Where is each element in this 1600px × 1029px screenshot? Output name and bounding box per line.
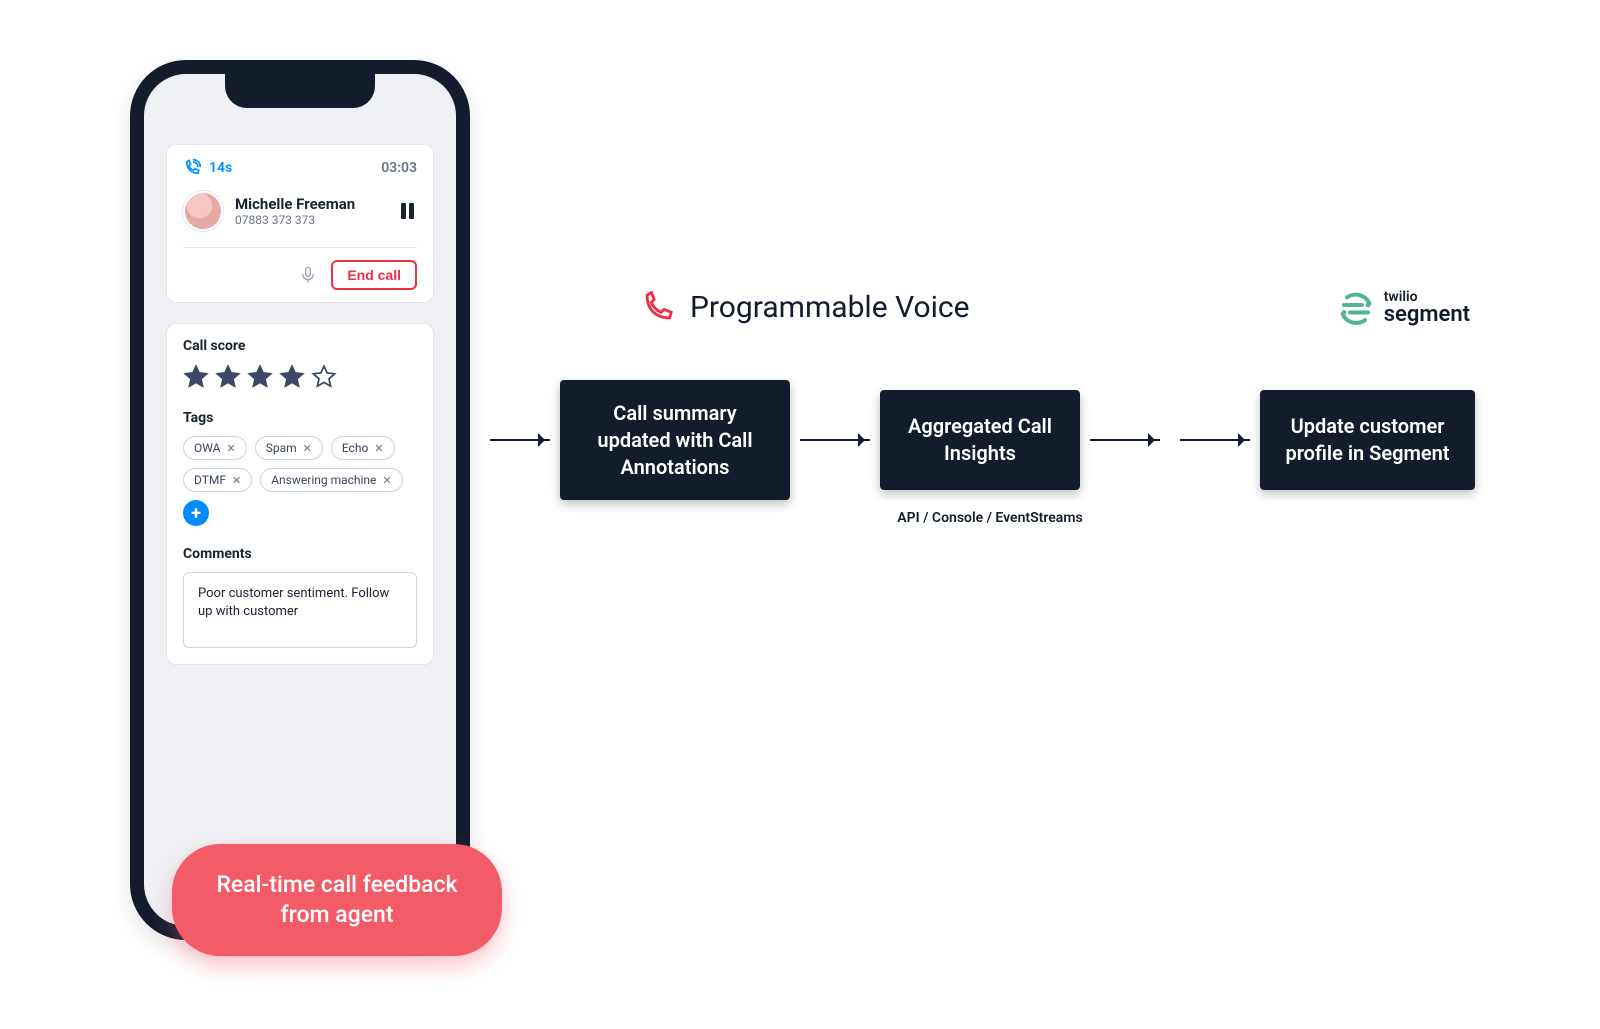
- phone-ringing-icon: [183, 159, 201, 177]
- twilio-segment-label: twilio segment: [1338, 290, 1470, 326]
- tag-label: Echo: [342, 441, 368, 455]
- comments-title: Comments: [183, 546, 417, 562]
- tag-chip[interactable]: Answering machine ✕: [260, 468, 402, 492]
- pause-icon[interactable]: [401, 203, 417, 219]
- caller-number: 07883 373 373: [235, 213, 355, 227]
- tags-row: OWA ✕ Spam ✕ Echo ✕ DTMF ✕ Answering machine ✕ +: [183, 436, 417, 526]
- call-duration: 14s: [209, 160, 232, 176]
- flow-box-aggregated-insights: Aggregated Call Insights: [880, 390, 1080, 490]
- star-filled-icon[interactable]: [215, 364, 241, 390]
- flow-arrow: [1180, 439, 1250, 441]
- flow-box-call-summary: Call summary updated with Call Annotatio…: [560, 380, 790, 500]
- tag-chip[interactable]: Echo ✕: [331, 436, 395, 460]
- tag-chip[interactable]: DTMF ✕: [183, 468, 252, 492]
- caller-avatar: [183, 191, 223, 231]
- tag-chip[interactable]: OWA ✕: [183, 436, 247, 460]
- tag-label: Spam: [266, 441, 297, 455]
- active-call-card: 14s 03:03 Michelle Freeman 07883 373 373: [166, 144, 434, 303]
- caller-name: Michelle Freeman: [235, 195, 355, 213]
- phone-mock: 14s 03:03 Michelle Freeman 07883 373 373: [130, 60, 470, 940]
- programmable-voice-label: Programmable Voice: [640, 290, 970, 325]
- flow-arrow: [490, 439, 550, 441]
- end-call-button[interactable]: End call: [331, 260, 417, 290]
- tags-title: Tags: [183, 410, 417, 426]
- tag-label: DTMF: [194, 473, 226, 487]
- star-empty-icon[interactable]: [311, 364, 337, 390]
- programmable-voice-text: Programmable Voice: [690, 290, 970, 325]
- call-score-card: Call score Tags OWA✕Spam✕Echo✕DTMF✕Answe…: [166, 323, 434, 665]
- tag-chip[interactable]: Spam ✕: [255, 436, 323, 460]
- phone-notch: [225, 72, 375, 108]
- flow-arrow: [1090, 439, 1160, 441]
- phone-icon: [640, 291, 674, 325]
- star-filled-icon[interactable]: [183, 364, 209, 390]
- comments-input[interactable]: Poor customer sentiment. Follow up with …: [183, 572, 417, 648]
- flow-arrow: [800, 439, 870, 441]
- tag-remove-icon[interactable]: ✕: [374, 442, 383, 455]
- add-tag-button[interactable]: +: [183, 500, 209, 526]
- call-score-title: Call score: [183, 338, 417, 354]
- flow-sublabel: API / Console / EventStreams: [860, 510, 1120, 526]
- flow-box-segment-update: Update customer profile in Segment: [1260, 390, 1475, 490]
- segment-brand-bottom: segment: [1384, 304, 1470, 326]
- microphone-icon[interactable]: [299, 266, 317, 284]
- segment-icon: [1338, 290, 1374, 326]
- tag-remove-icon[interactable]: ✕: [303, 442, 312, 455]
- realtime-feedback-badge: Real-time call feedback from agent: [172, 844, 502, 956]
- flow-diagram: Programmable Voice twilio segment Call s…: [490, 290, 1530, 650]
- tag-label: Answering machine: [271, 473, 376, 487]
- call-clock: 03:03: [381, 160, 417, 176]
- star-filled-icon[interactable]: [279, 364, 305, 390]
- tag-label: OWA: [194, 441, 220, 455]
- tag-remove-icon[interactable]: ✕: [382, 474, 391, 487]
- tag-remove-icon[interactable]: ✕: [226, 442, 235, 455]
- star-rating[interactable]: [183, 364, 417, 390]
- star-filled-icon[interactable]: [247, 364, 273, 390]
- tag-remove-icon[interactable]: ✕: [232, 474, 241, 487]
